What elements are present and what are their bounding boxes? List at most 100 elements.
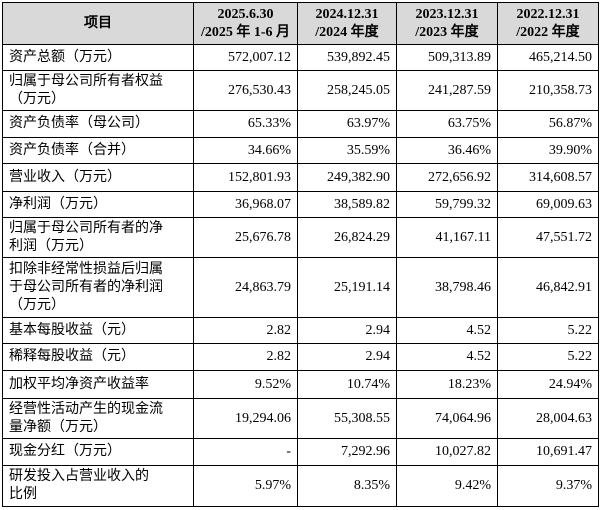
- table-row: 基本每股收益（元） 2.82 2.94 4.52 5.22: [2, 317, 599, 344]
- header-text: 项目: [84, 15, 112, 31]
- row-label: 资产负债率（合并）: [2, 137, 194, 164]
- value-cell: 2.82: [193, 343, 298, 371]
- value-cell: 35.59%: [297, 137, 397, 164]
- value-cell: 18.23%: [396, 370, 498, 399]
- table-row: 营业收入（万元） 152,801.93 249,382.90 272,656.92 31…: [2, 163, 599, 192]
- header-text: 2023.12.31: [415, 6, 479, 22]
- value-cell: 8.35%: [297, 465, 397, 507]
- label-text: （万元）: [9, 297, 65, 313]
- value-cell: 63.75%: [396, 110, 498, 138]
- value-cell: 36,968.07: [193, 191, 298, 218]
- table-row: 资产负债率（母公司） 65.33% 63.97% 63.75% 56.87%: [2, 110, 599, 138]
- value-cell: 539,892.45: [297, 44, 397, 71]
- value-cell: 38,589.82: [297, 191, 397, 218]
- value-cell: 69,009.63: [497, 191, 599, 218]
- value-cell: 210,358.73: [497, 70, 599, 111]
- value-cell: 74,064.96: [396, 398, 498, 439]
- value-cell: 10,027.82: [396, 438, 498, 466]
- label-text: 比例: [9, 487, 37, 502]
- value-cell: 272,656.92: [396, 163, 498, 192]
- row-label: 稀释每股收益（元）: [2, 343, 194, 371]
- label-text: 资产负债率（合并）: [9, 142, 135, 158]
- header-text: 2025.6.30: [217, 6, 274, 22]
- value-cell: 5.97%: [193, 465, 298, 507]
- value-cell: 25,676.78: [193, 217, 298, 258]
- header-row: 项目 2025.6.30/2025 年 1-6 月 2024.12.31/2024 …: [2, 2, 599, 45]
- value-cell: 55,308.55: [297, 398, 397, 439]
- label-text: 于母公司所有者的净利润: [9, 279, 163, 295]
- row-label: 加权平均净资产收益率: [2, 370, 194, 399]
- value-cell: 2.94: [297, 317, 397, 344]
- row-label: 营业收入（万元）: [2, 163, 194, 192]
- row-label: 净利润（万元）: [2, 191, 194, 218]
- table-row: 经营性活动产生的现金流 量净额（万元） 19,294.06 55,308.55 74,0…: [2, 398, 599, 439]
- value-cell: 314,608.57: [497, 163, 599, 192]
- value-cell: 5.22: [497, 317, 599, 344]
- value-cell: 38,798.46: [396, 257, 498, 318]
- value-cell: 56.87%: [497, 110, 599, 138]
- row-label: 经营性活动产生的现金流 量净额（万元）: [2, 398, 194, 439]
- table-row: 归属于母公司所有者的净 利润（万元） 25,676.78 26,824.29 41,16…: [2, 217, 599, 258]
- value-cell: 241,287.59: [396, 70, 498, 111]
- value-cell: 36.46%: [396, 137, 498, 164]
- table-row: 资产总额（万元） 572,007.12 539,892.45 509,313.89 46…: [2, 44, 599, 71]
- label-text: 利润（万元）: [9, 238, 93, 254]
- label-text: 加权平均净资产收益率: [9, 376, 149, 392]
- value-cell: 4.52: [396, 343, 498, 371]
- label-text: 现金分红（万元）: [9, 444, 121, 459]
- label-text: 量净额（万元）: [9, 419, 107, 435]
- row-label: 现金分红（万元）: [2, 438, 194, 466]
- value-cell: 63.97%: [297, 110, 397, 138]
- label-text: 研发投入占营业收入的: [9, 469, 149, 484]
- label-text: 净利润（万元）: [9, 196, 107, 212]
- value-cell: 26,824.29: [297, 217, 397, 258]
- table-body: 资产总额（万元） 572,007.12 539,892.45 509,313.89 46…: [2, 44, 599, 507]
- table-row: 扣除非经常性损益后归属 于母公司所有者的净利润 （万元） 24,863.79 25,19…: [2, 257, 599, 318]
- value-cell: 47,551.72: [497, 217, 599, 258]
- label-text: （万元）: [9, 91, 65, 107]
- value-cell: 41,167.11: [396, 217, 498, 258]
- value-cell: 7,292.96: [297, 438, 397, 466]
- label-text: 资产总额（万元）: [9, 49, 121, 65]
- value-cell: 5.22: [497, 343, 599, 371]
- header-text: 2022.12.31: [516, 6, 580, 22]
- header-cell: 2025.6.30/2025 年 1-6 月: [193, 2, 298, 45]
- value-cell: 24.94%: [497, 370, 599, 399]
- label-text: 资产负债率（母公司）: [9, 116, 149, 131]
- value-cell: 46,842.91: [497, 257, 599, 318]
- value-cell: 572,007.12: [193, 44, 298, 71]
- table-row: 现金分红（万元） -7,292.96 10,027.82 10,691.47: [2, 438, 599, 466]
- value-cell: 34.66%: [193, 137, 298, 164]
- table-header: 项目 2025.6.30/2025 年 1-6 月 2024.12.31/2024 …: [2, 2, 599, 45]
- value-cell: 4.52: [396, 317, 498, 344]
- value-cell: 152,801.93: [193, 163, 298, 192]
- header-cell: 2024.12.31/2024 年度: [297, 2, 397, 45]
- header-text: /2024 年度: [315, 24, 379, 40]
- value-cell: 2.82: [193, 317, 298, 344]
- value-cell: 9.52%: [193, 370, 298, 399]
- value-cell: 28,004.63: [497, 398, 599, 439]
- table-row: 归属于母公司所有者权益 （万元） 276,530.43 258,245.05 241,2…: [2, 70, 599, 111]
- table-row: 净利润（万元） 36,968.07 38,589.82 59,799.32 69,009…: [2, 191, 599, 218]
- value-cell: 509,313.89: [396, 44, 498, 71]
- value-cell: 249,382.90: [297, 163, 397, 192]
- header-text: /2022 年度: [516, 24, 580, 40]
- value-cell: 24,863.79: [193, 257, 298, 318]
- row-label: 归属于母公司所有者权益 （万元）: [2, 70, 194, 111]
- table-row: 研发投入占营业收入的 比例 5.97% 8.35% 9.42% 9.37%: [2, 465, 599, 507]
- label-text: 扣除非经常性损益后归属: [9, 261, 163, 277]
- row-label: 研发投入占营业收入的 比例: [2, 465, 194, 507]
- value-cell: 10.74%: [297, 370, 397, 399]
- value-cell: 10,691.47: [497, 438, 599, 466]
- value-cell: 19,294.06: [193, 398, 298, 439]
- label-text: 稀释每股收益（元）: [9, 349, 135, 364]
- header-cell: 项目: [2, 2, 194, 45]
- row-label: 扣除非经常性损益后归属 于母公司所有者的净利润 （万元）: [2, 257, 194, 318]
- label-text: 归属于母公司所有者的净: [9, 220, 163, 236]
- value-cell: -: [193, 438, 298, 466]
- value-cell: 25,191.14: [297, 257, 397, 318]
- header-text: /2025 年 1-6 月: [200, 24, 291, 40]
- value-cell: 276,530.43: [193, 70, 298, 111]
